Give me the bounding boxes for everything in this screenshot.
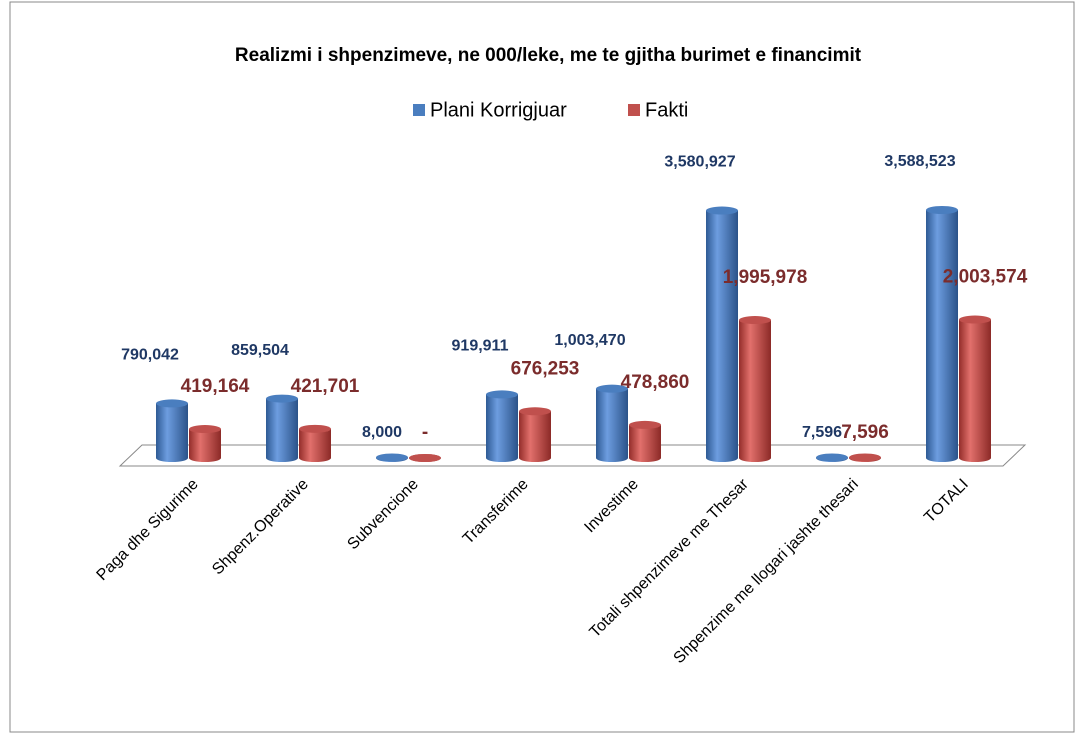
data-label: 919,911	[452, 338, 509, 355]
chart-title: Realizmi i shpenzimeve, ne 000/leke, me …	[235, 45, 862, 66]
data-label: 419,164	[181, 376, 250, 397]
legend-label: Plani Korrigjuar	[430, 99, 567, 121]
bar-top	[519, 407, 551, 416]
bar-body	[706, 210, 738, 458]
bar-top	[299, 424, 331, 433]
data-label: 1,995,978	[723, 267, 808, 288]
bar	[486, 390, 518, 462]
bar-top	[156, 399, 188, 408]
bar-body	[926, 210, 958, 458]
data-label: 421,701	[291, 376, 360, 397]
legend-swatch	[628, 104, 640, 116]
bar-top	[629, 420, 661, 429]
data-label: 676,253	[511, 358, 580, 379]
legend-swatch	[413, 104, 425, 116]
bar-body	[629, 424, 661, 458]
bar	[706, 206, 738, 462]
data-label: 790,042	[121, 347, 179, 364]
bar	[849, 453, 881, 462]
data-label: 1,003,470	[554, 332, 625, 349]
bar	[156, 399, 188, 462]
bar	[189, 425, 221, 462]
data-label: 8,000	[362, 424, 402, 441]
bar-body	[739, 320, 771, 458]
legend-label: Fakti	[645, 99, 688, 121]
bar	[299, 424, 331, 462]
bar-body	[266, 398, 298, 458]
bar-body	[596, 388, 628, 458]
bar-top	[486, 390, 518, 399]
bar	[739, 316, 771, 462]
bar-top	[376, 453, 408, 462]
bar-top	[926, 206, 958, 214]
data-label: 7,596	[841, 422, 889, 443]
bar	[629, 420, 661, 462]
bar-top	[739, 316, 771, 325]
data-label: 3,580,927	[664, 154, 735, 171]
data-label: -	[422, 422, 428, 443]
bar-body	[486, 394, 518, 458]
bar	[816, 453, 848, 462]
bar-top	[706, 206, 738, 215]
floor	[118, 444, 1027, 467]
data-label: 2,003,574	[943, 267, 1028, 288]
bar	[519, 407, 551, 462]
bar-top	[849, 453, 881, 462]
bar-top	[189, 425, 221, 434]
data-label: 859,504	[231, 342, 289, 359]
bar-body	[519, 411, 551, 458]
data-label: 7,596	[802, 424, 842, 441]
bar-body	[959, 319, 991, 458]
bar-top	[409, 454, 441, 462]
bar-top	[816, 453, 848, 462]
frame	[9, 1, 1075, 733]
data-label: 3,588,523	[884, 153, 955, 170]
bar-body	[299, 428, 331, 458]
bar	[959, 315, 991, 462]
bar	[926, 206, 958, 462]
bar	[596, 384, 628, 462]
bar-body	[189, 429, 221, 458]
bar-top	[596, 384, 628, 393]
data-label: 478,860	[621, 372, 690, 393]
bar-top	[266, 394, 298, 403]
bar-top	[959, 315, 991, 324]
bar	[266, 394, 298, 462]
bar	[409, 454, 441, 462]
bar	[376, 453, 408, 462]
bar-body	[156, 403, 188, 458]
